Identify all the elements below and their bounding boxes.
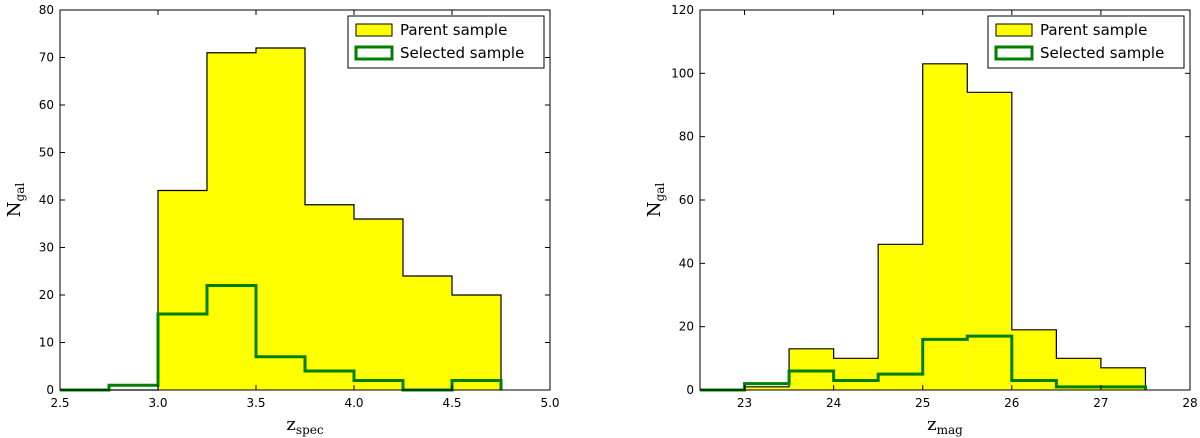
- y-tick-label: 60: [679, 193, 694, 207]
- y-tick-label: 100: [671, 66, 694, 80]
- legend-swatch-selected: [354, 45, 394, 61]
- x-axis-label: zmag: [927, 414, 963, 437]
- parent-bar-4: [878, 244, 923, 390]
- legend-label-selected: Selected sample: [400, 44, 524, 62]
- parent-bar-5: [305, 204, 354, 390]
- parent-bar-6: [967, 92, 1012, 390]
- x-tick-label: 25: [915, 396, 930, 410]
- x-tick-label: 23: [737, 396, 752, 410]
- x-tick-label: 2.5: [50, 396, 69, 410]
- y-tick-label: 50: [39, 146, 54, 160]
- x-axis-label: zspec: [286, 414, 323, 437]
- x-axis-label-sub: mag: [937, 423, 964, 437]
- parent-bar-9: [1100, 367, 1146, 390]
- y-axis-label-sub: gal: [653, 183, 667, 202]
- legend-label-selected: Selected sample: [1040, 44, 1164, 62]
- x-axis-label-sub: spec: [296, 423, 324, 437]
- selected-step-line: [700, 334, 1147, 392]
- x-tick-label: 27: [1093, 396, 1108, 410]
- y-tick-label: 80: [39, 3, 54, 17]
- y-axis-label: Ngal: [4, 183, 27, 218]
- parent-outline: [60, 47, 502, 391]
- legend-swatch-parent: [355, 23, 393, 37]
- x-tick-label: 3.5: [246, 396, 265, 410]
- parent-bar-6: [354, 219, 403, 390]
- y-tick-label: 30: [39, 241, 54, 255]
- parent-bar-2: [789, 348, 834, 390]
- parent-bar-4: [256, 48, 305, 390]
- y-tick-label: 70: [39, 51, 54, 65]
- y-tick-label: 40: [39, 193, 54, 207]
- x-tick-label: 4.0: [344, 396, 363, 410]
- parent-bar-8: [1056, 358, 1101, 390]
- x-axis-label-main: z: [286, 414, 295, 435]
- y-tick-label: 20: [679, 320, 694, 334]
- parent-bar-3: [207, 52, 256, 390]
- y-tick-label: 60: [39, 98, 54, 112]
- y-tick-label: 40: [679, 256, 694, 270]
- x-tick-label: 26: [1004, 396, 1019, 410]
- histogram-panel-left: 2.5 3.0 3.5 4.0 4.5 5.0 0 10 20 30 40 50 60 70 80 zspec…: [4, 3, 560, 437]
- y-axis-label-main: N: [4, 201, 25, 217]
- parent-bar-8: [452, 295, 501, 390]
- x-tick-label: 4.5: [442, 396, 461, 410]
- y-axis-label: Ngal: [644, 183, 667, 218]
- x-tick-label: 24: [826, 396, 841, 410]
- y-tick-label: 0: [686, 383, 694, 397]
- y-axis-label-sub: gal: [13, 183, 27, 202]
- parent-bar-5: [922, 63, 968, 390]
- x-axis-label-main: z: [927, 414, 936, 435]
- x-tick-label: 28: [1182, 396, 1197, 410]
- legend-label-parent: Parent sample: [1040, 21, 1147, 39]
- parent-bar-7: [403, 276, 452, 390]
- y-tick-label: 20: [39, 288, 54, 302]
- legend-label-parent: Parent sample: [400, 21, 507, 39]
- parent-bar-1: [744, 386, 790, 390]
- legend: Parent sample Selected sample: [987, 15, 1185, 69]
- y-tick-label: 80: [679, 130, 694, 144]
- y-axis-label-main: N: [644, 201, 665, 217]
- y-tick-label: 120: [671, 3, 694, 17]
- x-tick-label: 3.0: [148, 396, 167, 410]
- y-tick-label: 0: [46, 383, 54, 397]
- x-tick-label: 5.0: [540, 396, 559, 410]
- histogram-panel-right: 23 24 25 26 27 28 0 20 40 60 80 100 120 zmag Ngal Paren…: [644, 3, 1198, 437]
- parent-bar-3: [833, 358, 879, 390]
- legend-swatch-selected: [994, 45, 1034, 61]
- y-tick-label: 10: [39, 336, 54, 350]
- legend: Parent sample Selected sample: [347, 15, 545, 69]
- legend-swatch-parent: [995, 23, 1033, 37]
- parent-bar-2: [158, 190, 207, 390]
